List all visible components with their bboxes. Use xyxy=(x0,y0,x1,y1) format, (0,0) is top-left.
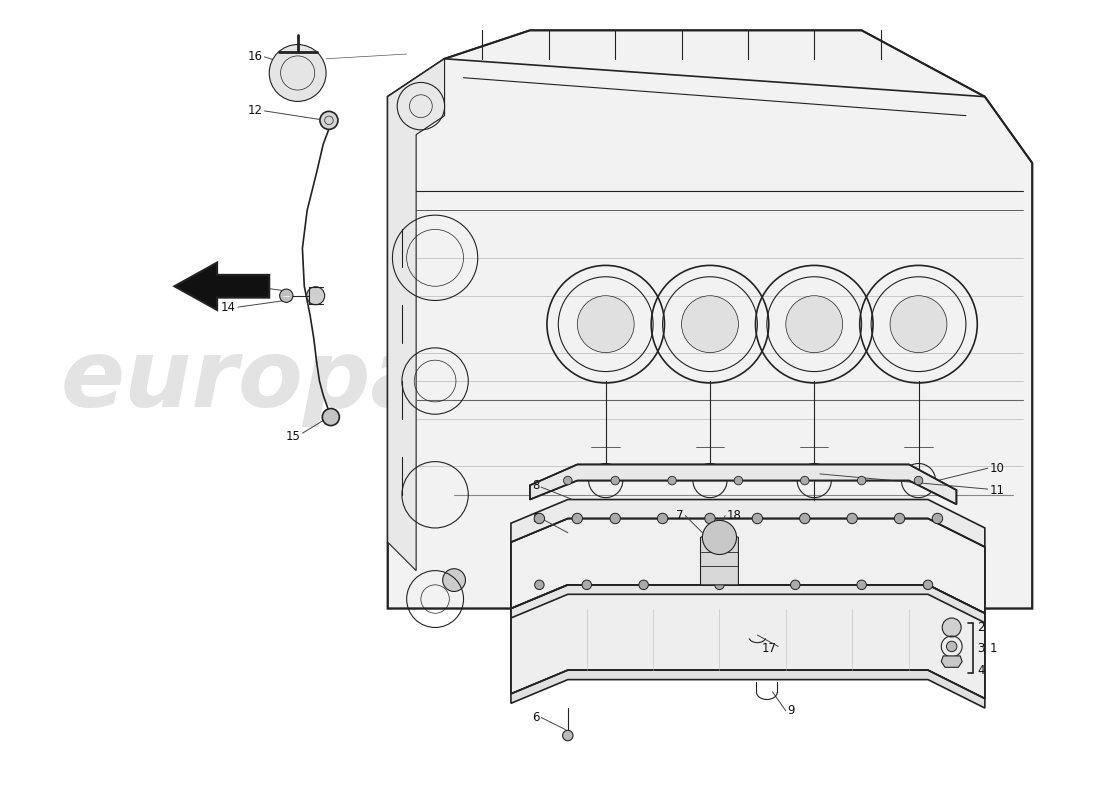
Polygon shape xyxy=(387,58,444,570)
Text: 16: 16 xyxy=(248,50,263,63)
Polygon shape xyxy=(387,30,1032,609)
Circle shape xyxy=(808,467,820,478)
Circle shape xyxy=(320,111,338,130)
Circle shape xyxy=(847,514,857,524)
Circle shape xyxy=(442,569,465,591)
Text: 7: 7 xyxy=(675,509,683,522)
Text: 11: 11 xyxy=(990,483,1004,497)
Circle shape xyxy=(270,45,326,102)
Circle shape xyxy=(933,514,943,524)
Text: 13: 13 xyxy=(221,278,236,291)
Text: europaparts: europaparts xyxy=(60,335,715,427)
Circle shape xyxy=(563,476,572,485)
Polygon shape xyxy=(510,518,984,614)
Polygon shape xyxy=(942,656,962,667)
Text: 9: 9 xyxy=(788,705,795,718)
Text: 8: 8 xyxy=(532,479,539,492)
Circle shape xyxy=(565,569,588,591)
Polygon shape xyxy=(510,585,984,698)
Text: 4: 4 xyxy=(977,664,985,677)
Polygon shape xyxy=(510,499,984,547)
Circle shape xyxy=(639,580,648,590)
Text: 1: 1 xyxy=(990,642,997,655)
Circle shape xyxy=(705,514,715,524)
Polygon shape xyxy=(510,670,984,708)
Circle shape xyxy=(801,476,808,485)
Circle shape xyxy=(857,580,867,590)
Circle shape xyxy=(785,296,843,353)
Circle shape xyxy=(658,514,668,524)
Text: 12: 12 xyxy=(248,104,263,118)
Circle shape xyxy=(535,514,544,524)
Text: 3: 3 xyxy=(977,642,985,655)
Circle shape xyxy=(715,580,724,590)
Circle shape xyxy=(572,514,583,524)
Circle shape xyxy=(791,580,800,590)
Text: 17: 17 xyxy=(761,642,777,655)
Polygon shape xyxy=(701,528,738,585)
Polygon shape xyxy=(175,262,270,310)
Text: 14: 14 xyxy=(221,301,236,314)
Circle shape xyxy=(936,569,958,591)
Circle shape xyxy=(689,569,712,591)
Text: 6: 6 xyxy=(532,711,539,724)
Circle shape xyxy=(946,642,957,652)
Text: 10: 10 xyxy=(990,462,1004,474)
Circle shape xyxy=(582,580,592,590)
Circle shape xyxy=(668,476,676,485)
Circle shape xyxy=(610,476,619,485)
Polygon shape xyxy=(530,465,956,504)
Text: 15: 15 xyxy=(286,430,300,442)
Circle shape xyxy=(703,520,737,554)
Circle shape xyxy=(752,514,762,524)
Circle shape xyxy=(734,476,742,485)
Circle shape xyxy=(894,514,905,524)
Text: 18: 18 xyxy=(727,509,741,522)
Circle shape xyxy=(800,514,810,524)
Circle shape xyxy=(890,296,947,353)
Circle shape xyxy=(923,580,933,590)
Text: a passion for parts since 1985: a passion for parts since 1985 xyxy=(430,512,725,572)
Circle shape xyxy=(322,409,340,426)
Circle shape xyxy=(857,476,866,485)
Circle shape xyxy=(578,296,635,353)
Circle shape xyxy=(307,286,324,305)
Circle shape xyxy=(535,580,544,590)
Circle shape xyxy=(610,514,620,524)
Text: 2: 2 xyxy=(977,621,985,634)
Polygon shape xyxy=(510,585,984,622)
Circle shape xyxy=(813,569,835,591)
Text: 5: 5 xyxy=(532,512,539,525)
Circle shape xyxy=(914,476,923,485)
Circle shape xyxy=(562,730,573,741)
Circle shape xyxy=(279,289,293,302)
Circle shape xyxy=(682,296,738,353)
Circle shape xyxy=(943,618,961,637)
